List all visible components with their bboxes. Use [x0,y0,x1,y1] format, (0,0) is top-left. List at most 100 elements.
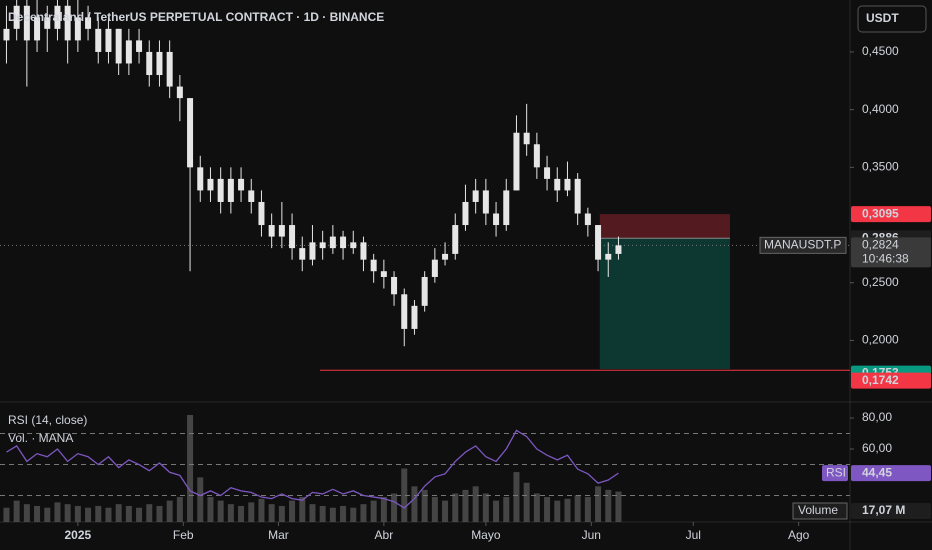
symbol: MANAUSDT.P [764,238,841,252]
rsi-tick-label: 80,00 [862,410,892,424]
x-tick-label: Abr [375,528,394,542]
candle-body [564,178,571,191]
volume-bar [258,498,265,522]
candle-body [350,242,357,249]
candle-body [176,86,183,99]
volume-bar [615,491,622,522]
last-price-bg [851,237,931,268]
volume-bar [319,505,326,522]
y-tick-label: 0,3500 [862,160,899,174]
volume-bar [533,493,540,522]
volume-bar [513,472,520,522]
volume-bar [85,507,92,522]
volume-bar [156,505,163,522]
volume-bar [166,500,173,522]
candle-body [391,276,398,295]
rsi-badge-bg [851,465,931,482]
volume-bar [13,500,20,522]
x-tick-label: Jul [686,528,701,542]
volume-bar [278,505,285,522]
volume-bar [452,493,459,522]
candle-body [44,17,51,29]
candle-body [615,245,622,254]
level-badge: 0,1742 [862,373,899,387]
volume-bar [227,504,234,522]
candle-body [268,225,275,237]
candle-body [207,178,214,191]
candle-body [105,28,112,52]
candle-body [472,190,479,202]
currency-button[interactable]: USDT [866,11,899,25]
volume-bar [340,505,347,522]
x-tick-label: Mayo [471,528,501,542]
level-badge-bg [851,372,931,389]
volume-bar [105,507,112,522]
candle-body [503,190,510,226]
candle-body [431,259,438,277]
volume-badge-name-bg [792,502,848,520]
volume-bar [595,486,602,522]
candle-body [227,178,234,202]
volume-bar [574,495,581,522]
candle-body [166,51,173,87]
candle-body [258,201,265,226]
chart-title: Decentraland / TetherUS PERPETUAL CONTRA… [8,10,384,24]
candle-body [574,178,581,214]
candle-body [34,17,41,41]
volume-bar [584,497,591,522]
volume-bar [411,486,418,522]
volume-bar [125,505,132,522]
rsi-tick-label: 60,00 [862,441,892,455]
candle-body [54,5,61,29]
volume-bar [64,504,71,522]
x-tick-label: Mar [268,528,289,542]
candle-body [23,5,30,41]
y-tick-label: 0,4000 [862,102,899,116]
y-tick-label: 0,4500 [862,44,899,58]
candle-body [605,253,612,260]
volume-bar [309,504,316,522]
candle-body [197,167,204,191]
candle-body [187,98,194,168]
candle-body [411,305,418,329]
stop-badge: 0,3095 [862,206,899,220]
y-tick-label: 0,2500 [862,275,899,289]
candle-body [319,242,326,249]
candle-body [462,201,469,226]
volume-bar [523,482,530,522]
volume-bar [493,500,500,522]
candle-body [584,213,591,226]
candle-body [74,17,81,41]
volume-bar [391,493,398,522]
volume-bar [146,504,153,522]
candle-body [125,40,132,64]
candle-body [64,5,71,41]
volume-bar [605,489,612,522]
volume-bar [289,500,296,522]
volume-bar [217,500,224,522]
volume-bar [115,504,122,522]
symbol-bg [759,236,847,254]
candle-body [370,259,377,272]
stop-zone [599,214,730,239]
candle-body [523,132,530,145]
volume-badge-bg [851,503,931,519]
candle-body [452,225,459,254]
candle-body [401,294,408,329]
candle-body [442,253,449,260]
candle-body [513,132,520,191]
x-tick-label: Feb [173,528,194,542]
volume-bar [442,500,449,522]
volume-bar [544,497,551,522]
volume-bar [329,507,336,522]
rsi-title: RSI (14, close) [8,413,87,427]
target-zone [599,238,730,369]
rsi-badge-name: RSI [826,465,846,479]
currency-button-bg[interactable] [857,5,927,33]
rsi-badge: 44,45 [862,465,892,479]
candle-body [554,178,561,191]
volume-bar [462,489,469,522]
volume-bar [23,504,30,522]
y-tick-label: 0,2000 [862,333,899,347]
